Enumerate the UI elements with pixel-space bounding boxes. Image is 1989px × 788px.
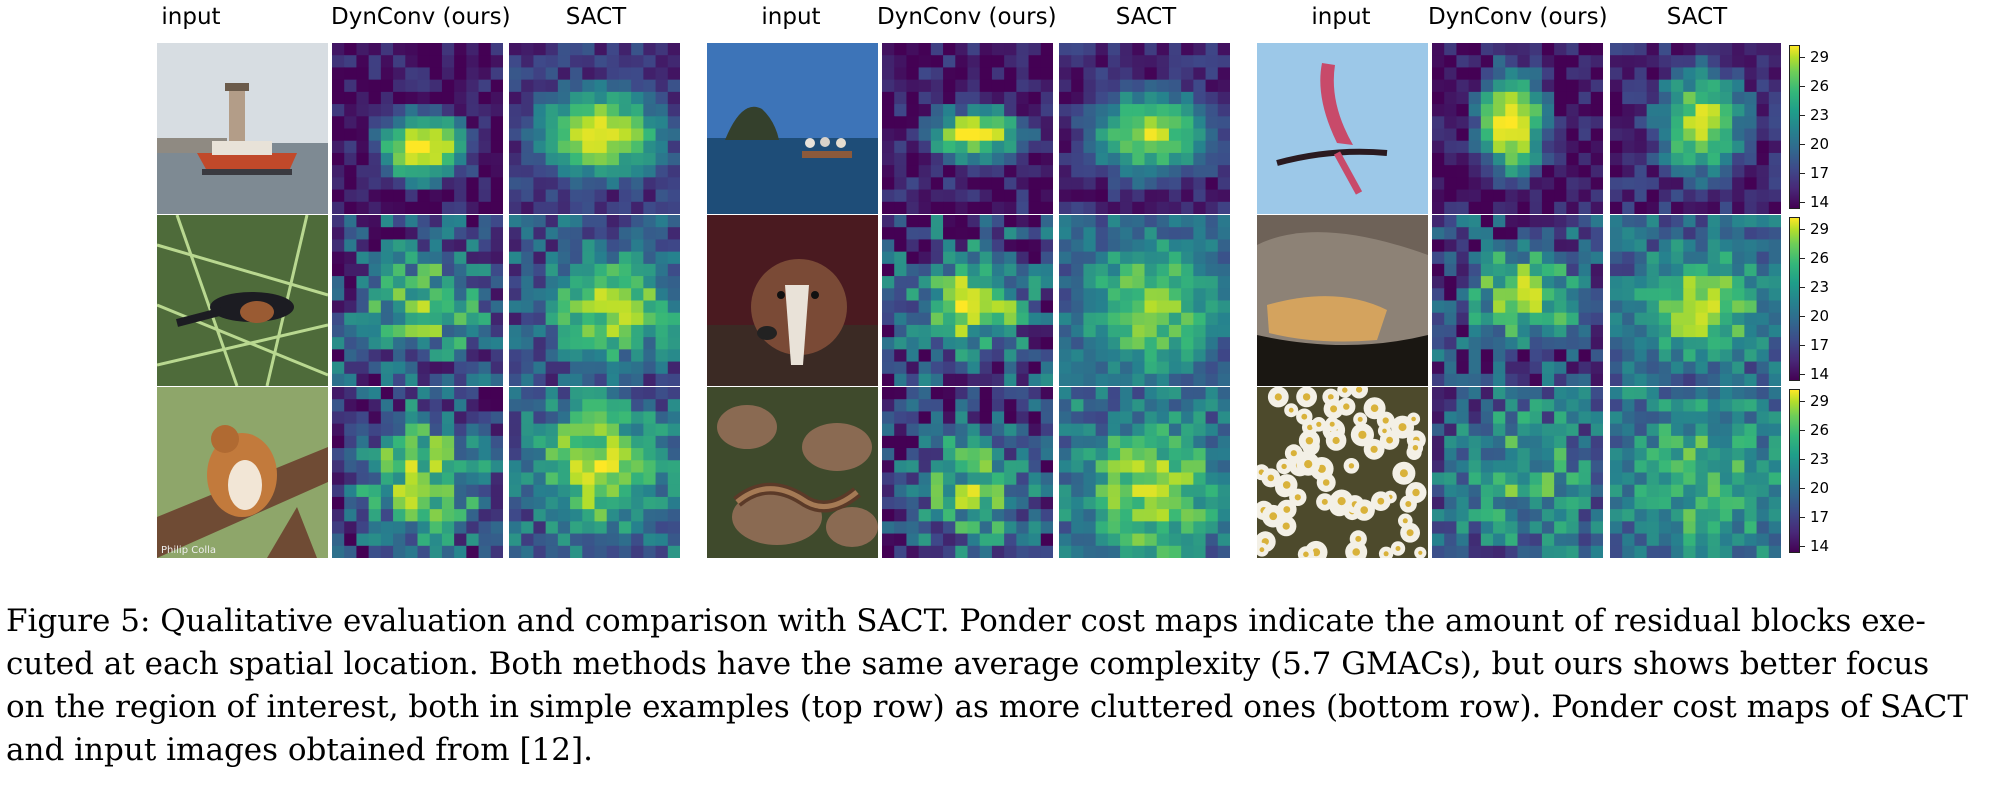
dynconv-map-r1-g3	[1432, 43, 1603, 214]
colorbar-tick	[1800, 517, 1805, 518]
column-header-input-3: input	[1311, 4, 1371, 30]
watermark: Philip Colla	[161, 545, 217, 556]
colorbar-tick-label: 17	[1810, 336, 1830, 354]
column-header-sact-2: SACT	[1115, 4, 1177, 30]
colorbar-tick	[1800, 144, 1805, 145]
sact-map-r3-g3	[1610, 387, 1781, 558]
sact-map-r1-g1	[509, 43, 680, 214]
dynconv-map-r2-g2	[882, 215, 1053, 386]
column-header-dynconv-3: DynConv (ours)	[1428, 4, 1608, 30]
dynconv-map-r1-g1	[332, 43, 503, 214]
column-header-dynconv-2: DynConv (ours)	[877, 4, 1057, 30]
sact-map-r1-g2	[1059, 43, 1230, 214]
caption-line-4: and input images obtained from [12].	[6, 732, 593, 768]
colorbar-tick	[1800, 546, 1805, 547]
colorbar-row-3: 29 26 23 20 17 14	[1789, 389, 1859, 555]
colorbar-tick-label: 23	[1810, 450, 1830, 468]
colorbar-tick-label: 23	[1810, 278, 1830, 296]
dynconv-map-r1-g2	[882, 43, 1053, 214]
input-image-r2-g3	[1257, 215, 1428, 386]
input-image-r3-g1: Philip Colla	[157, 387, 328, 558]
colorbar-tick	[1800, 430, 1805, 431]
colorbar-tick-label: 20	[1810, 135, 1830, 153]
colorbar-tick	[1800, 345, 1805, 346]
dynconv-map-r2-g1	[332, 215, 503, 386]
column-header-sact-1: SACT	[565, 4, 627, 30]
colorbar-row-2: 29 26 23 20 17 14	[1789, 217, 1859, 383]
colorbar-tick	[1800, 258, 1805, 259]
colorbar-tick	[1800, 202, 1805, 203]
colorbar-tick-label: 26	[1810, 77, 1830, 95]
sact-map-r1-g3	[1610, 43, 1781, 214]
colorbar-gradient	[1789, 389, 1800, 553]
colorbar-tick-label: 20	[1810, 307, 1830, 325]
colorbar-tick	[1800, 115, 1805, 116]
sact-map-r2-g3	[1610, 215, 1781, 386]
colorbar-tick-label: 29	[1810, 48, 1830, 66]
input-image-r1-g3	[1257, 43, 1428, 214]
input-image-r2-g1	[157, 215, 328, 386]
colorbar-tick	[1800, 229, 1805, 230]
column-header-input-1: input	[161, 4, 221, 30]
colorbar-tick	[1800, 374, 1805, 375]
colorbar-tick	[1800, 173, 1805, 174]
colorbar-tick	[1800, 401, 1805, 402]
colorbar-tick-label: 29	[1810, 392, 1830, 410]
colorbar-tick	[1800, 316, 1805, 317]
colorbar-tick-label: 14	[1810, 537, 1830, 555]
figure-caption: Figure 5: Qualitative evaluation and com…	[6, 600, 1984, 772]
input-image-r2-g2	[707, 215, 878, 386]
colorbar-tick	[1800, 57, 1805, 58]
colorbar-gradient	[1789, 217, 1800, 381]
colorbar-tick	[1800, 287, 1805, 288]
caption-line-1: Figure 5: Qualitative evaluation and com…	[6, 603, 1926, 639]
colorbar-tick-label: 23	[1810, 106, 1830, 124]
column-header-dynconv-1: DynConv (ours)	[331, 4, 511, 30]
dynconv-map-r3-g3	[1432, 387, 1603, 558]
dynconv-map-r3-g1	[332, 387, 503, 558]
colorbar-gradient	[1789, 45, 1800, 209]
sact-map-r3-g2	[1059, 387, 1230, 558]
colorbar-tick-label: 26	[1810, 249, 1830, 267]
colorbar-tick-label: 29	[1810, 220, 1830, 238]
sact-map-r2-g1	[509, 215, 680, 386]
input-image-r1-g1	[157, 43, 328, 214]
colorbar-tick-label: 20	[1810, 479, 1830, 497]
colorbar-tick-label: 14	[1810, 193, 1830, 211]
caption-line-2: cuted at each spatial location. Both met…	[6, 646, 1930, 682]
column-header-input-2: input	[761, 4, 821, 30]
sact-map-r2-g2	[1059, 215, 1230, 386]
colorbar-tick-label: 26	[1810, 421, 1830, 439]
colorbar-tick-label: 17	[1810, 164, 1830, 182]
input-image-r1-g2	[707, 43, 878, 214]
colorbar-tick	[1800, 459, 1805, 460]
colorbar-tick	[1800, 488, 1805, 489]
column-header-sact-3: SACT	[1666, 4, 1728, 30]
caption-line-3: on the region of interest, both in simpl…	[6, 689, 1969, 725]
colorbar-tick	[1800, 86, 1805, 87]
colorbar-row-1: 29 26 23 20 17 14	[1789, 45, 1859, 211]
input-image-r3-g3	[1257, 387, 1428, 558]
dynconv-map-r2-g3	[1432, 215, 1603, 386]
dynconv-map-r3-g2	[882, 387, 1053, 558]
input-image-r3-g2	[707, 387, 878, 558]
colorbar-tick-label: 14	[1810, 365, 1830, 383]
sact-map-r3-g1	[509, 387, 680, 558]
colorbar-tick-label: 17	[1810, 508, 1830, 526]
